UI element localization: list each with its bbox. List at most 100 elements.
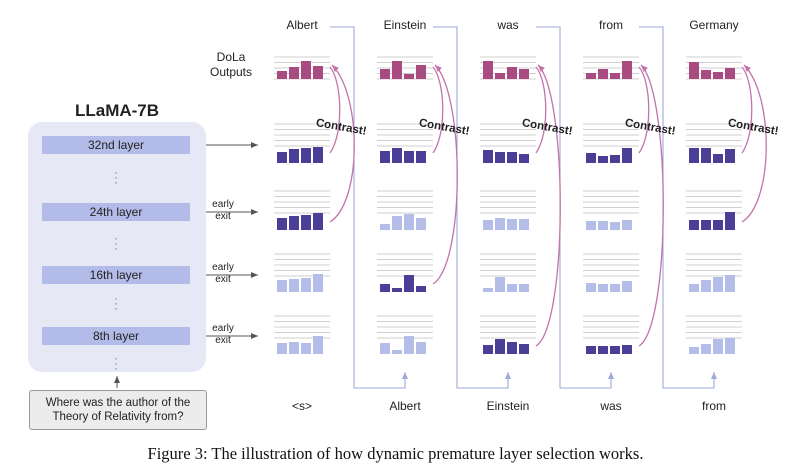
distribution-bar xyxy=(404,336,414,354)
distribution-bar xyxy=(701,280,711,292)
contrast-arrows xyxy=(329,64,767,347)
distribution-bar xyxy=(689,220,699,230)
distribution-bar xyxy=(725,68,735,79)
distribution-bar xyxy=(713,277,723,292)
distribution-bar xyxy=(313,336,323,354)
distribution-bar xyxy=(495,277,505,292)
distribution-bar xyxy=(598,284,608,292)
token-flow-line xyxy=(433,26,511,389)
input-token: Albert xyxy=(389,399,421,413)
distribution-bar xyxy=(495,152,505,163)
distribution-bar xyxy=(380,224,390,230)
layer-16th: 16th layer xyxy=(42,266,190,284)
distribution-bar xyxy=(622,281,632,292)
distribution-bar xyxy=(507,219,517,230)
distribution-bar xyxy=(519,69,529,79)
distribution-bar xyxy=(507,284,517,292)
distribution-bar xyxy=(495,73,505,79)
token-flow-lines xyxy=(330,26,717,389)
input-question: Where was the author of the Theory of Re… xyxy=(29,390,207,430)
distribution-bar xyxy=(701,148,711,163)
distribution-bar xyxy=(416,342,426,354)
output-token: Germany xyxy=(689,18,739,32)
distribution-bar xyxy=(586,346,596,354)
distribution-bar xyxy=(404,74,414,79)
distribution-bar xyxy=(725,338,735,354)
distribution-bar xyxy=(610,284,620,292)
distribution-bar xyxy=(277,152,287,163)
dola-outputs-label: DoLa Outputs xyxy=(209,50,253,79)
distribution-bar xyxy=(313,66,323,79)
input-token: Einstein xyxy=(486,399,530,413)
contrast-arrow xyxy=(329,64,355,223)
contrast-arrow xyxy=(432,66,444,154)
ellipsis-icon: · · · xyxy=(114,165,118,189)
distribution-bar xyxy=(483,288,493,292)
distribution-bar xyxy=(495,339,505,354)
distribution-bar xyxy=(598,346,608,354)
distribution-bar xyxy=(483,150,493,163)
distribution-bar xyxy=(404,151,414,163)
distribution-bar xyxy=(289,216,299,230)
distribution-bar xyxy=(416,218,426,230)
early-exit-label: early exit xyxy=(212,199,234,222)
distribution-bar xyxy=(380,343,390,354)
distribution-bar xyxy=(301,61,311,79)
distribution-bar xyxy=(289,342,299,354)
distribution-bar xyxy=(622,345,632,354)
model-title: LLaMA-7B xyxy=(74,101,160,120)
distribution-bar xyxy=(301,148,311,163)
distribution-bar xyxy=(725,275,735,292)
distribution-bar xyxy=(392,61,402,79)
output-token: Albert xyxy=(286,18,318,32)
distribution-bar xyxy=(701,220,711,230)
distribution-bar xyxy=(392,350,402,354)
distribution-bar xyxy=(289,67,299,79)
figure-caption: Figure 3: The illustration of how dynami… xyxy=(147,444,644,463)
distribution-bar xyxy=(289,279,299,292)
distribution-bar xyxy=(277,218,287,230)
token-flow-line xyxy=(536,26,614,389)
distribution-bar xyxy=(301,343,311,354)
distribution-bar xyxy=(392,148,402,163)
distribution-bar xyxy=(586,283,596,292)
distribution-bar xyxy=(404,275,414,292)
distribution-bar xyxy=(610,73,620,79)
ellipsis-icon: · · · xyxy=(114,351,118,375)
token-flow-line xyxy=(330,26,408,389)
distribution-bar xyxy=(380,69,390,79)
distribution-bar xyxy=(277,280,287,292)
distribution-bar xyxy=(713,72,723,79)
distribution-bar xyxy=(507,342,517,354)
distribution-bar xyxy=(380,151,390,163)
distribution-bar xyxy=(301,278,311,292)
distribution-bar xyxy=(689,148,699,163)
distribution-bar xyxy=(713,154,723,163)
early-exit-label: early exit xyxy=(212,262,234,285)
contrast-arrow xyxy=(329,66,341,154)
distribution-bar xyxy=(483,61,493,79)
layer-32nd: 32nd layer xyxy=(42,136,190,154)
distribution-bar xyxy=(519,219,529,230)
distribution-bar xyxy=(277,71,287,79)
distribution-bar xyxy=(416,151,426,163)
distribution-bar xyxy=(701,70,711,79)
distribution-bar xyxy=(519,344,529,354)
distribution-bar xyxy=(313,213,323,230)
distribution-bar xyxy=(519,284,529,292)
distribution-bar xyxy=(701,344,711,354)
distribution-bar xyxy=(610,222,620,230)
distribution-bar xyxy=(598,156,608,163)
distribution-bar xyxy=(313,147,323,163)
distribution-bar xyxy=(725,149,735,163)
distribution-bar xyxy=(586,73,596,79)
distribution-bar xyxy=(483,220,493,230)
output-token: was xyxy=(497,18,519,32)
layer-8th: 8th layer xyxy=(42,327,190,345)
contrast-arrow xyxy=(638,66,650,154)
output-token: Einstein xyxy=(383,18,427,32)
contrast-arrow xyxy=(432,64,458,285)
distribution-bar xyxy=(689,284,699,292)
